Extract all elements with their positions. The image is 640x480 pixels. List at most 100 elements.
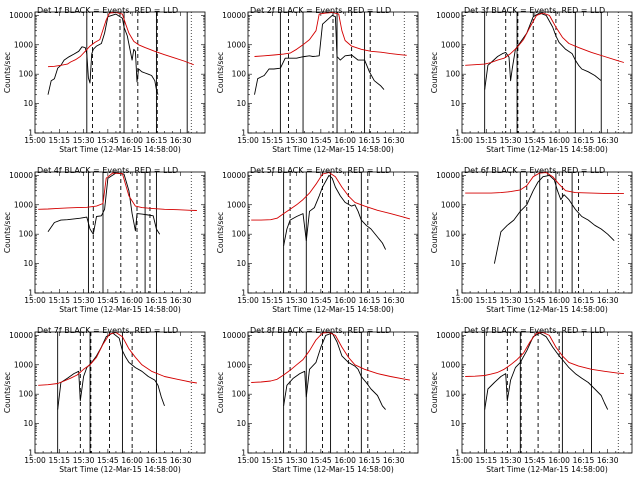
- y-tick-label: 10000: [9, 171, 33, 180]
- x-axis-label: Start Time (12-Mar-15 14:58:00): [59, 465, 181, 474]
- x-tick-label: 15:30: [73, 296, 95, 305]
- panel-title: Det 2f BLACK = Events, RED = LLD: [250, 6, 391, 15]
- series-events-line: [254, 14, 385, 95]
- x-tick-label: 16:00: [334, 456, 356, 465]
- y-axis-label: Counts/sec: [430, 52, 439, 93]
- x-tick-label: 15:45: [97, 136, 119, 145]
- x-tick-label: 15:30: [500, 456, 522, 465]
- y-tick-label: 1000: [227, 40, 246, 49]
- x-tick-label: 15:00: [451, 296, 473, 305]
- y-tick-label: 1000: [14, 360, 33, 369]
- series-lld-line: [251, 172, 411, 221]
- x-tick-label: 15:30: [286, 136, 308, 145]
- x-tick-label: 16:00: [334, 296, 356, 305]
- y-tick-label: 10000: [9, 331, 33, 340]
- x-tick-label: 15:00: [24, 296, 46, 305]
- panel-det-7f: 1 10 100 1000 10000 15:00 15:15 15:30 15:45 16:00…: [3, 326, 206, 474]
- series-events-line: [57, 332, 165, 410]
- x-tick-label: 15:30: [500, 136, 522, 145]
- x-tick-label: 15:45: [310, 456, 332, 465]
- x-tick-label: 15:30: [286, 456, 308, 465]
- x-tick-label: 16:30: [597, 136, 619, 145]
- series-events-line: [484, 12, 602, 90]
- x-axis-label: Start Time (12-Mar-15 14:58:00): [272, 305, 394, 314]
- y-tick-label: 1000: [441, 200, 460, 209]
- y-tick-label: 10: [23, 259, 33, 268]
- series-lld-line: [465, 12, 625, 66]
- x-tick-label: 15:45: [524, 456, 546, 465]
- plot-frame: [247, 331, 419, 454]
- y-tick-label: 100: [232, 390, 247, 399]
- x-axis-label: Start Time (12-Mar-15 14:58:00): [486, 465, 608, 474]
- y-tick-label: 100: [19, 70, 34, 79]
- y-tick-label: 10000: [222, 331, 246, 340]
- x-tick-label: 15:45: [524, 136, 546, 145]
- series-events-line: [283, 174, 387, 250]
- y-tick-label: 1: [28, 449, 33, 458]
- y-tick-label: 10: [450, 419, 460, 428]
- panel-det-4f: 1 10 100 1000 10000 15:00 15:15 15:30 15:45 16:00…: [3, 166, 206, 314]
- x-tick-label: 16:15: [359, 296, 381, 305]
- x-tick-label: 16:00: [548, 136, 570, 145]
- panel-title: Det 4f BLACK = Events, RED = LLD: [37, 166, 178, 175]
- y-tick-label: 10: [236, 259, 246, 268]
- x-tick-label: 15:15: [48, 296, 70, 305]
- series-lld-line: [251, 332, 410, 383]
- x-tick-label: 16:30: [170, 136, 192, 145]
- series-events-line: [283, 332, 386, 410]
- x-tick-label: 16:00: [121, 296, 143, 305]
- x-tick-label: 15:00: [237, 456, 259, 465]
- plot-frame: [247, 171, 419, 294]
- x-tick-label: 16:30: [597, 456, 619, 465]
- y-tick-label: 10000: [436, 331, 460, 340]
- x-tick-label: 16:30: [597, 296, 619, 305]
- panel-title: Det 6f BLACK = Events, RED = LLD: [464, 166, 605, 175]
- y-tick-label: 1000: [441, 40, 460, 49]
- y-tick-label: 1000: [227, 360, 246, 369]
- y-tick-label: 1: [28, 289, 33, 298]
- y-axis-label: Counts/sec: [430, 212, 439, 253]
- x-tick-label: 16:30: [383, 456, 405, 465]
- y-axis-label: Counts/sec: [3, 372, 12, 413]
- y-tick-label: 1000: [14, 200, 33, 209]
- panel-det-3f: 1 10 100 1000 10000 15:00 15:15 15:30 15:45 16:00…: [430, 6, 633, 154]
- y-tick-label: 100: [19, 390, 34, 399]
- x-tick-label: 16:00: [121, 456, 143, 465]
- x-tick-label: 16:15: [359, 456, 381, 465]
- y-tick-label: 1: [28, 129, 33, 138]
- plot-frame: [34, 171, 206, 294]
- x-tick-label: 15:00: [237, 296, 259, 305]
- plot-frame: [461, 11, 633, 134]
- y-tick-label: 100: [19, 230, 34, 239]
- x-tick-label: 16:30: [383, 136, 405, 145]
- y-tick-label: 1: [455, 289, 460, 298]
- x-tick-label: 15:15: [48, 136, 70, 145]
- x-tick-label: 16:15: [573, 296, 595, 305]
- x-axis-label: Start Time (12-Mar-15 14:58:00): [272, 465, 394, 474]
- panel-det-6f: 1 10 100 1000 10000 15:00 15:15 15:30 15:45 16:00…: [430, 166, 633, 314]
- x-tick-label: 15:00: [451, 136, 473, 145]
- plot-frame: [34, 11, 206, 134]
- y-tick-label: 10000: [222, 171, 246, 180]
- x-axis-label: Start Time (12-Mar-15 14:58:00): [486, 145, 608, 154]
- panel-det-2f: 1 10 100 1000 10000 15:00 15:15 15:30 15:45 16:00…: [216, 6, 419, 154]
- y-tick-label: 100: [232, 230, 247, 239]
- x-tick-label: 16:15: [146, 296, 168, 305]
- panel-title: Det 5f BLACK = Events, RED = LLD: [250, 166, 391, 175]
- x-tick-label: 16:00: [548, 296, 570, 305]
- x-tick-label: 15:45: [310, 136, 332, 145]
- x-tick-label: 16:30: [170, 456, 192, 465]
- series-lld-line: [254, 12, 407, 57]
- x-tick-label: 16:15: [146, 136, 168, 145]
- series-lld-line: [38, 332, 197, 386]
- series-lld-line: [38, 172, 197, 211]
- x-tick-label: 16:30: [170, 296, 192, 305]
- x-axis-label: Start Time (12-Mar-15 14:58:00): [59, 305, 181, 314]
- y-axis-label: Counts/sec: [430, 372, 439, 413]
- x-tick-label: 15:00: [451, 456, 473, 465]
- y-axis-label: Counts/sec: [3, 212, 12, 253]
- panel-title: Det 1f BLACK = Events, RED = LLD: [37, 6, 178, 15]
- x-tick-label: 15:00: [24, 136, 46, 145]
- panel-det-8f: 1 10 100 1000 10000 15:00 15:15 15:30 15:45 16:00…: [216, 326, 419, 474]
